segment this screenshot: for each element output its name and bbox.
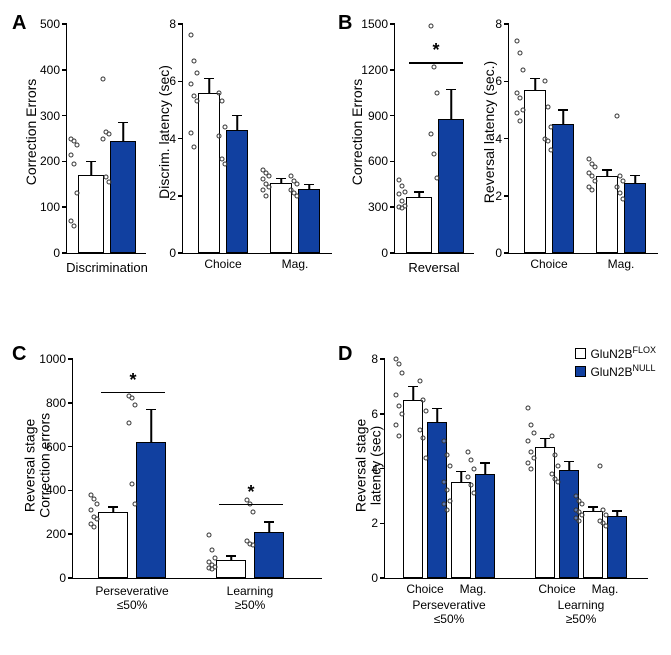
legend: GluN2BFLOX GluN2BNULL: [575, 345, 656, 381]
panel-a-label: A: [12, 12, 26, 35]
panel-b-left-xlabel: Reversal: [394, 260, 474, 275]
panel-c-label: C: [12, 343, 26, 366]
panel-b-right-chart: Reversal latency (sec.) 02468ChoiceMag.: [482, 14, 662, 341]
panel-b-label: B: [338, 12, 352, 35]
panel-c-ylabel: Reversal stageCorrection errors: [23, 395, 54, 535]
panel-b-left-chart: Correction Errors 030060090012001500* Re…: [354, 14, 474, 341]
legend-flox-label: GluN2BFLOX: [590, 345, 656, 361]
panel-b-left-ylabel: Correction Errors: [349, 67, 365, 197]
legend-flox-box: [575, 348, 586, 359]
panel-a: A Correction Errors 0100200300400500 Dis…: [10, 10, 336, 341]
legend-null-box: [575, 366, 586, 377]
panel-b: B Correction Errors 030060090012001500* …: [336, 10, 662, 341]
legend-flox: GluN2BFLOX: [575, 345, 656, 361]
panel-d: D GluN2BFLOX GluN2BNULL Reversal stagela…: [336, 341, 662, 645]
legend-null: GluN2BNULL: [575, 363, 656, 379]
panel-a-left-xlabel: Discrimination: [66, 260, 148, 275]
panel-a-left-chart: Correction Errors 0100200300400500 Discr…: [28, 14, 148, 341]
panel-a-left-ylabel: Correction Errors: [23, 67, 39, 197]
panel-c: C Reversal stageCorrection errors 020040…: [10, 341, 336, 645]
panel-a-right-chart: Discrim. latency (sec) 02468ChoiceMag.: [156, 14, 336, 341]
panel-c-chart: Reversal stageCorrection errors 02004006…: [28, 345, 328, 645]
panel-d-chart: Reversal stagelatency (sec) 02468ChoiceM…: [354, 345, 654, 645]
figure-grid: A Correction Errors 0100200300400500 Dis…: [10, 10, 661, 645]
legend-null-label: GluN2BNULL: [590, 363, 655, 379]
panel-d-label: D: [338, 343, 352, 366]
